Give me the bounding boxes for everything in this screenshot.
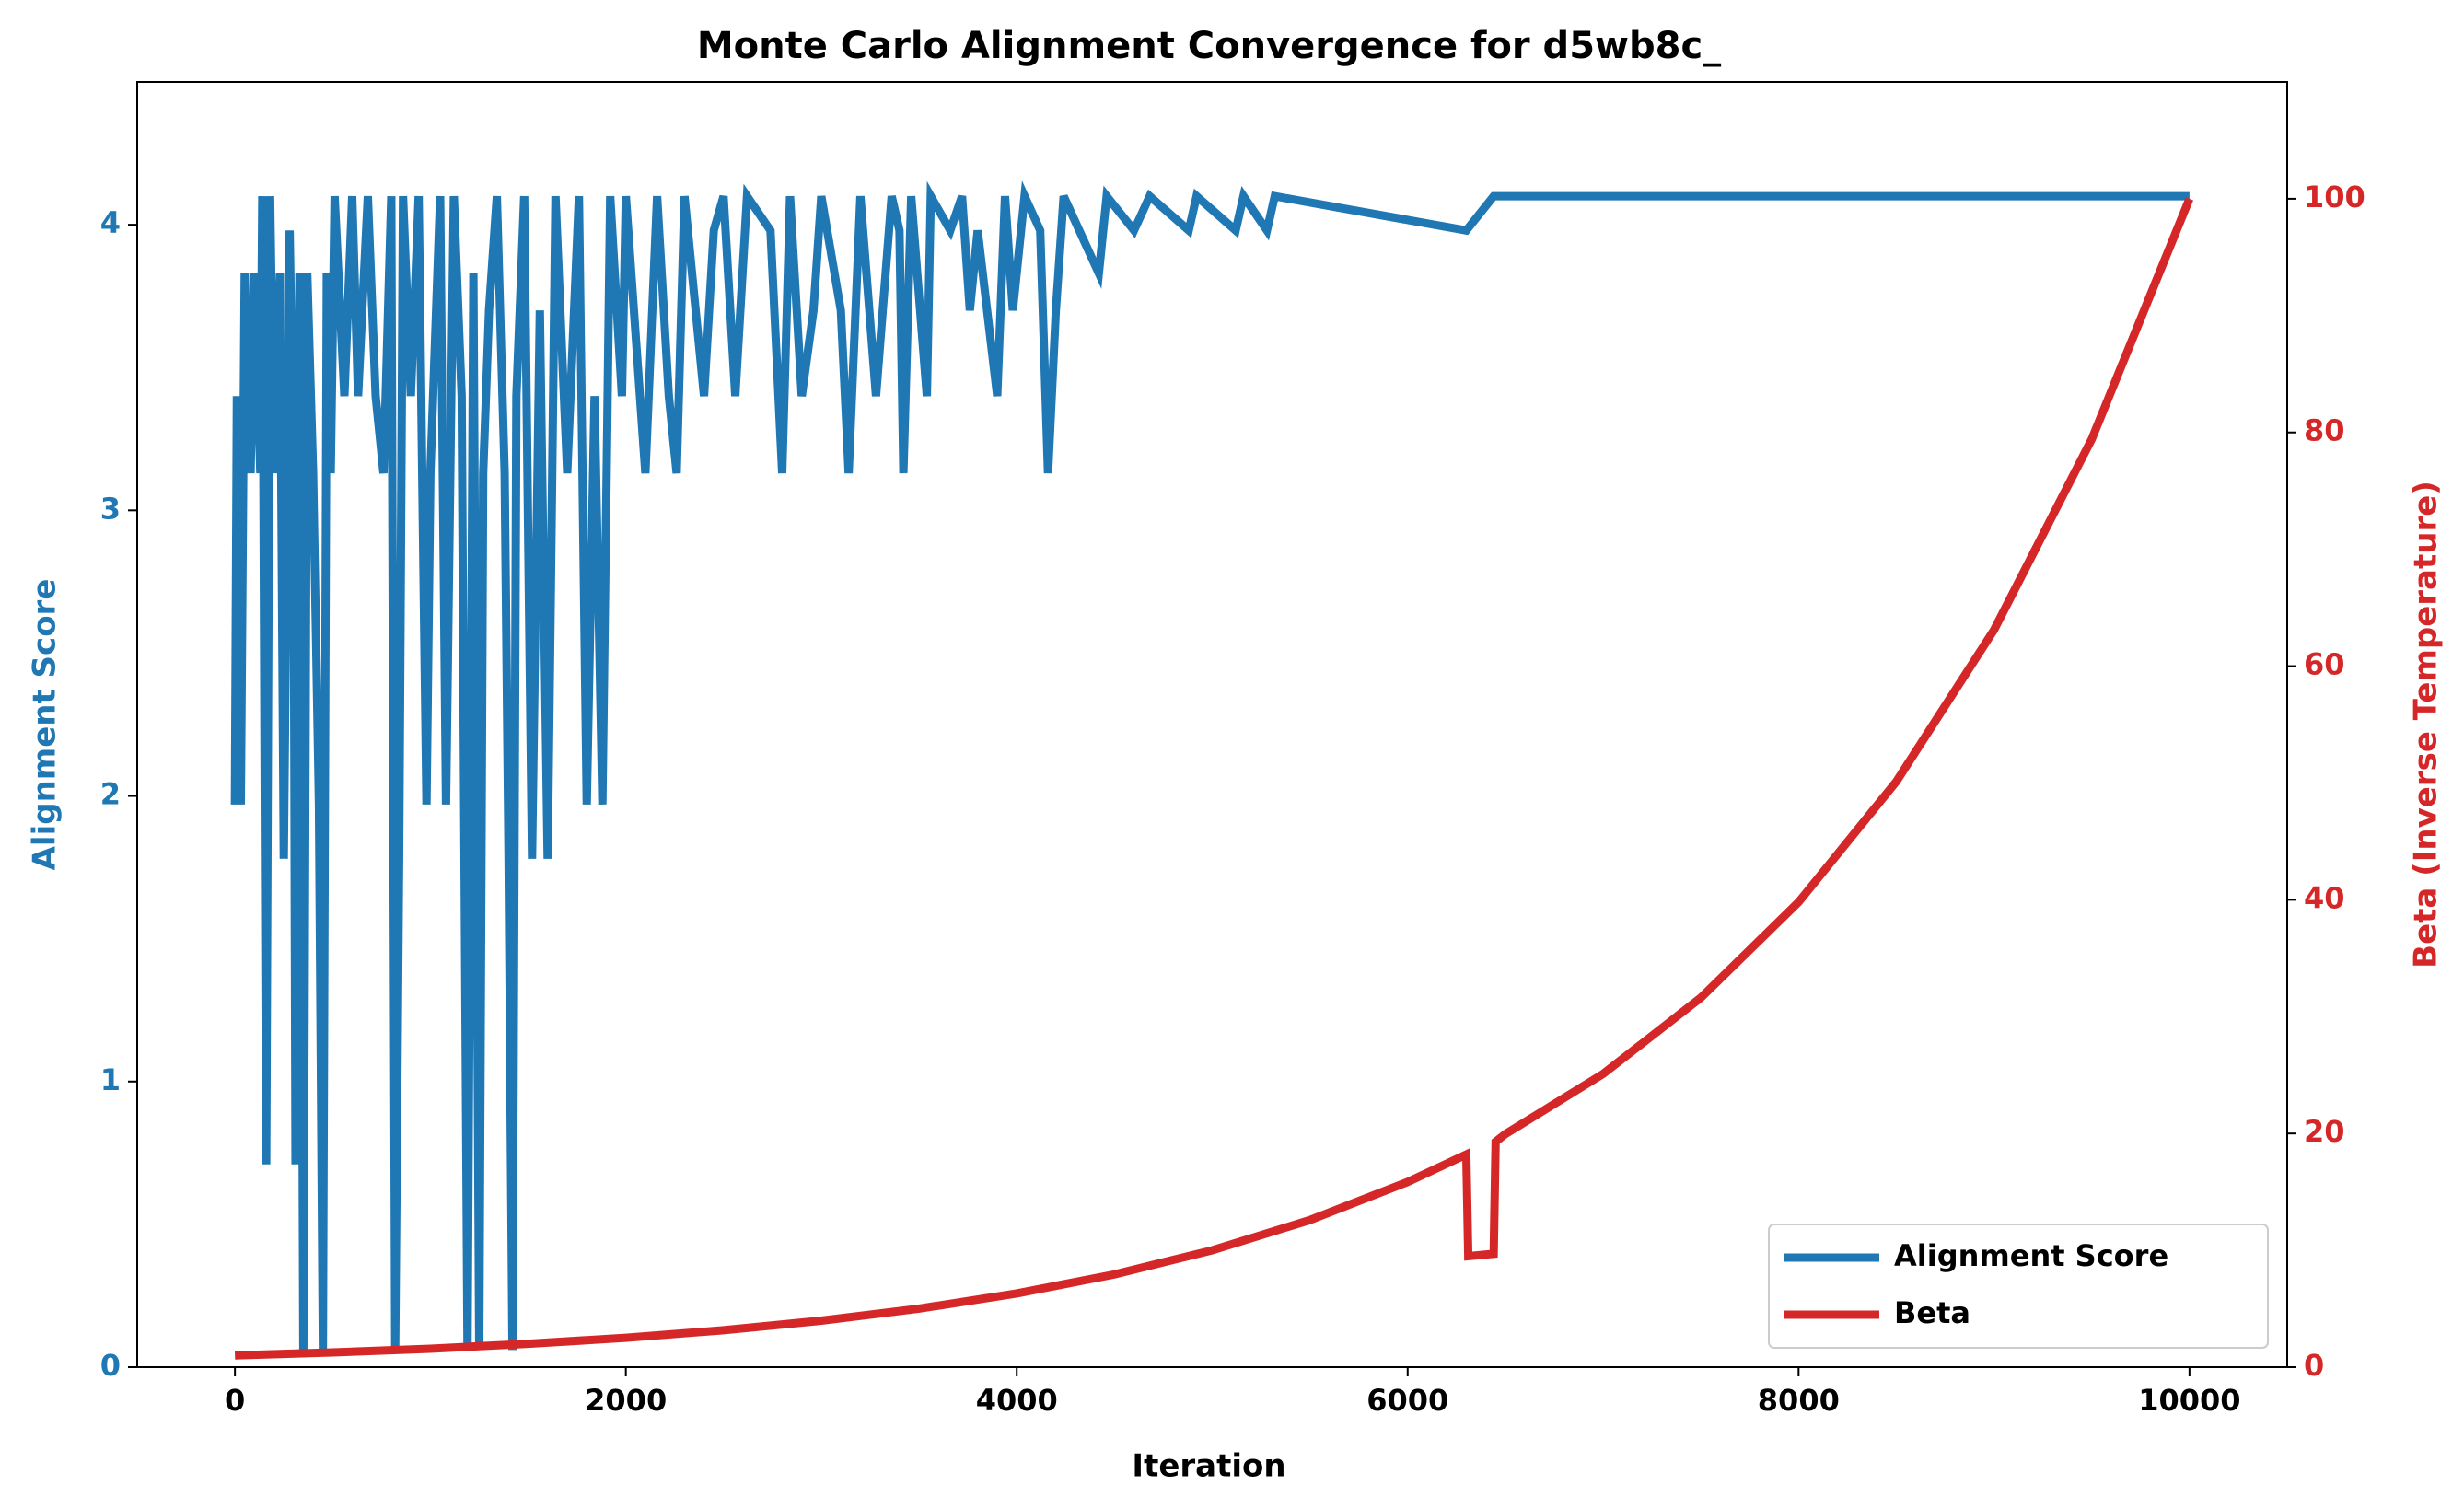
y2-tick-label: 20 xyxy=(2304,1114,2345,1149)
y2-axis-label: Beta (Inverse Temperature) xyxy=(2408,481,2445,969)
y-tick-label: 1 xyxy=(100,1062,121,1097)
data-line xyxy=(234,197,2194,1360)
legend-label: Beta xyxy=(1894,1295,1970,1330)
y2-tick-label: 40 xyxy=(2304,880,2345,915)
y-tick-label: 3 xyxy=(100,491,121,526)
y-tick-label: 4 xyxy=(100,205,121,240)
x-tick-label: 4000 xyxy=(976,1383,1058,1418)
legend-box xyxy=(1768,1224,2269,1349)
x-tick-label: 6000 xyxy=(1366,1383,1448,1418)
y2-tick-label: 0 xyxy=(2304,1348,2324,1383)
y2-tick-label: 100 xyxy=(2304,180,2365,215)
y-tick-label: 0 xyxy=(100,1348,121,1383)
x-tick-label: 0 xyxy=(225,1383,245,1418)
y-axis-label: Alignment Score xyxy=(27,579,64,871)
y-tick-label: 2 xyxy=(100,777,121,812)
chart-title: Monte Carlo Alignment Convergence for d5… xyxy=(697,25,1721,67)
x-axis-label: Iteration xyxy=(1132,1448,1285,1485)
y2-tick-label: 60 xyxy=(2304,647,2345,682)
data-line xyxy=(230,180,2190,1351)
y2-tick-label: 80 xyxy=(2304,413,2345,448)
legend-label: Alignment Score xyxy=(1894,1238,2168,1273)
x-tick-label: 10000 xyxy=(2138,1383,2240,1418)
x-tick-label: 8000 xyxy=(1758,1383,1840,1418)
x-tick-label: 2000 xyxy=(585,1383,667,1418)
plot-frame xyxy=(136,81,2288,1368)
